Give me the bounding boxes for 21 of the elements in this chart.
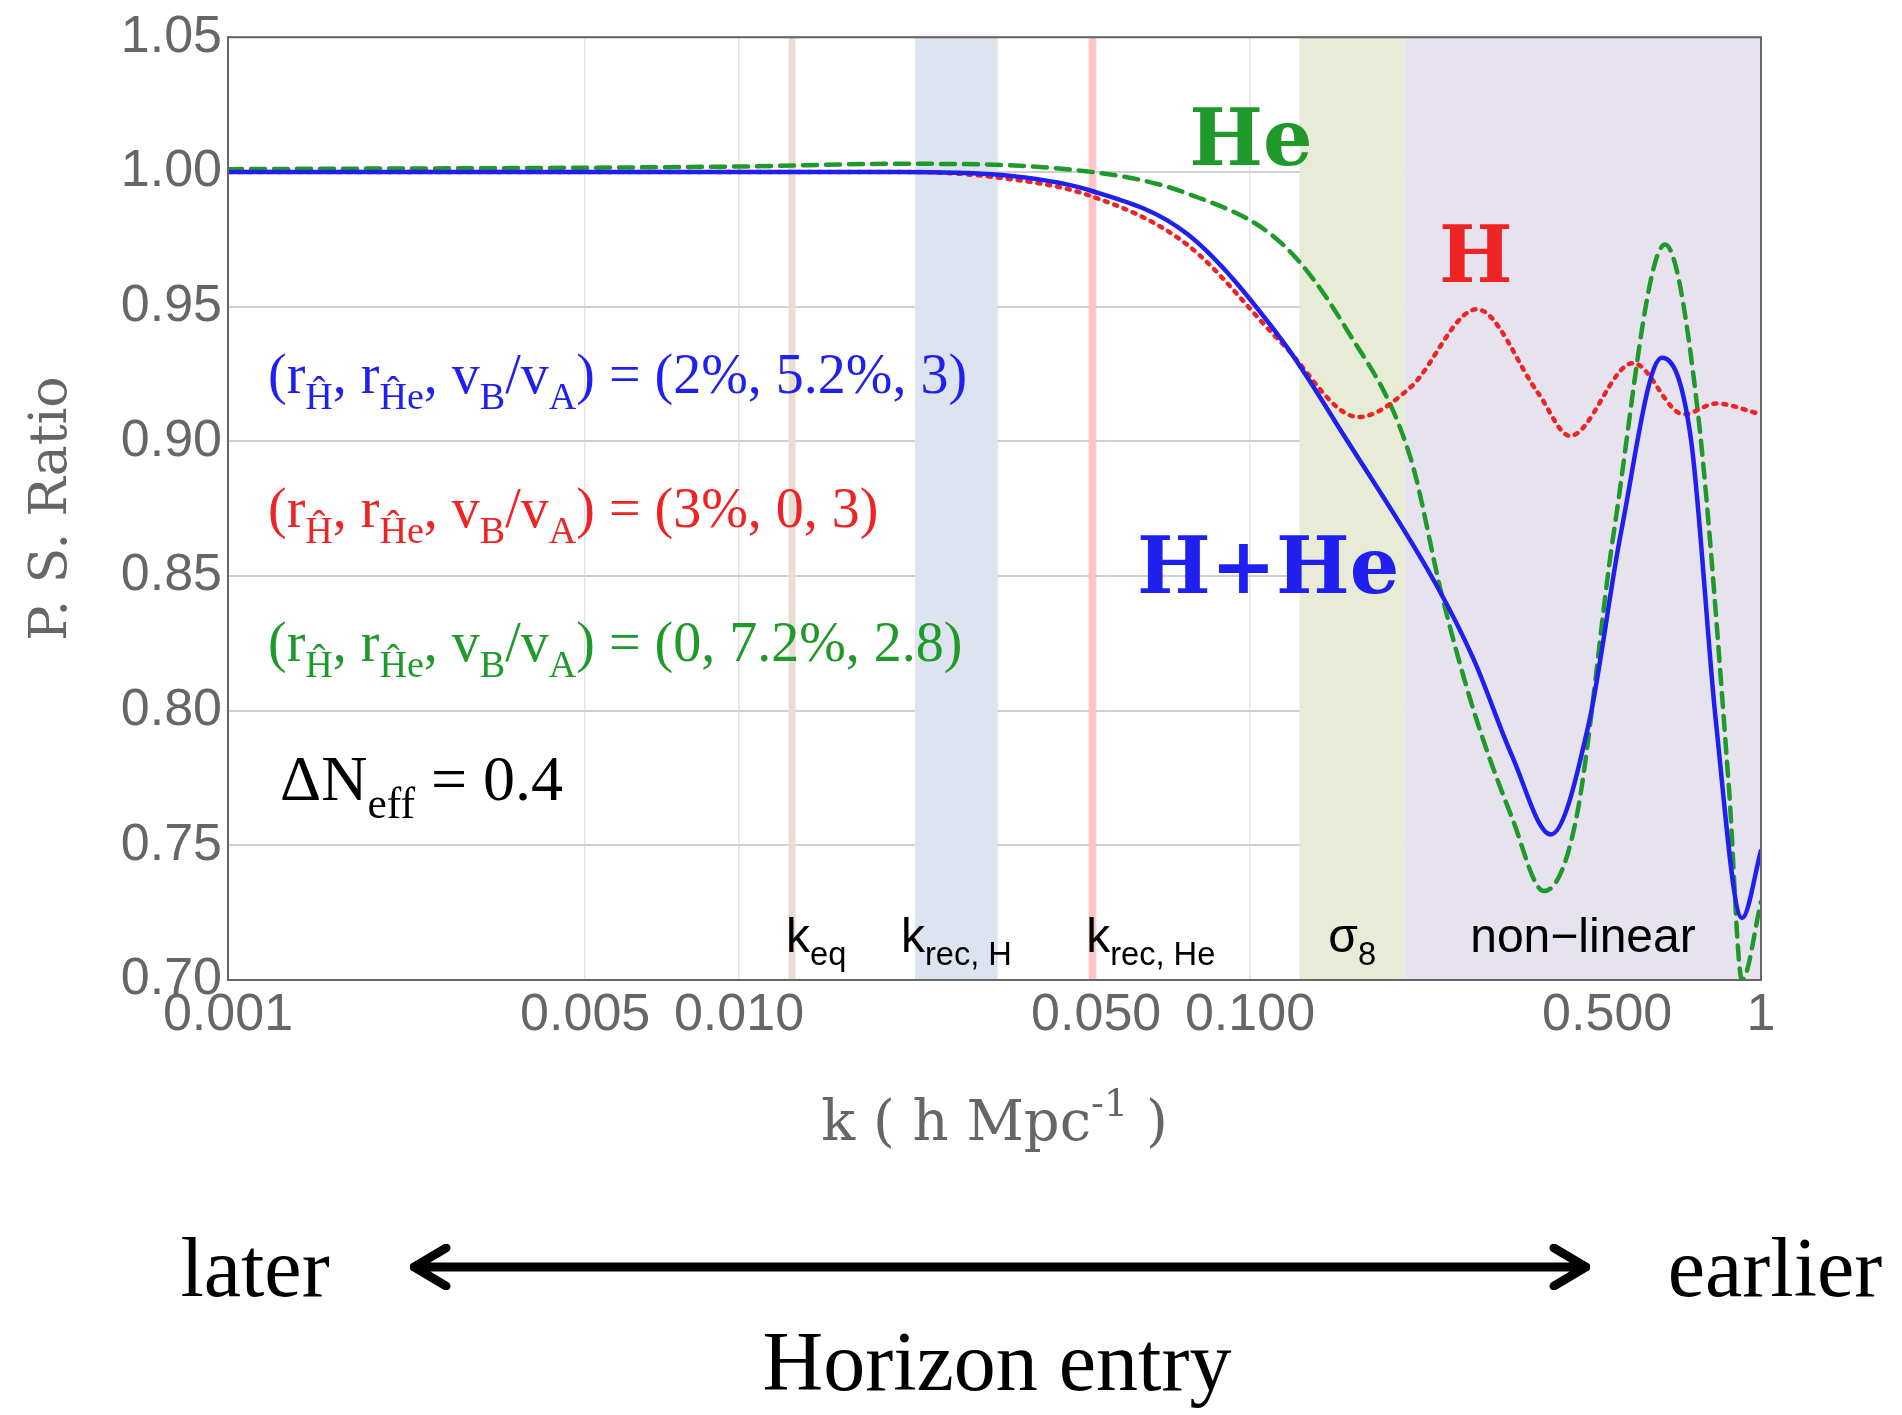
text: later bbox=[180, 1221, 330, 1314]
y-tick-label: 0.95 bbox=[120, 273, 222, 332]
x-tick-label: 1 bbox=[1746, 982, 1776, 1041]
text: Horizon entry bbox=[762, 1315, 1232, 1408]
y-tick-label: 0.75 bbox=[120, 812, 222, 871]
x-tick-label: 0.010 bbox=[673, 982, 805, 1041]
x-tick-label: 0.005 bbox=[520, 982, 651, 1041]
text: earlier bbox=[1667, 1221, 1883, 1314]
y-tick-label: 0.85 bbox=[120, 543, 222, 602]
band-label: non−linear bbox=[1470, 909, 1696, 962]
series-label: H bbox=[1439, 209, 1513, 301]
y-tick-label: 1.00 bbox=[120, 139, 222, 198]
x-tick-label: 0.100 bbox=[1184, 982, 1316, 1041]
x-tick-label: 0.050 bbox=[1031, 982, 1162, 1041]
y-axis-title: P. S. Ratio bbox=[18, 376, 78, 641]
series-label: H+He bbox=[1137, 519, 1400, 611]
y-tick-label: 0.90 bbox=[120, 408, 222, 467]
y-tick-label: 0.80 bbox=[120, 677, 222, 736]
x-tick-label: 0.500 bbox=[1542, 982, 1673, 1041]
series-label: He bbox=[1189, 92, 1313, 184]
y-tick-label: 1.05 bbox=[120, 4, 222, 63]
